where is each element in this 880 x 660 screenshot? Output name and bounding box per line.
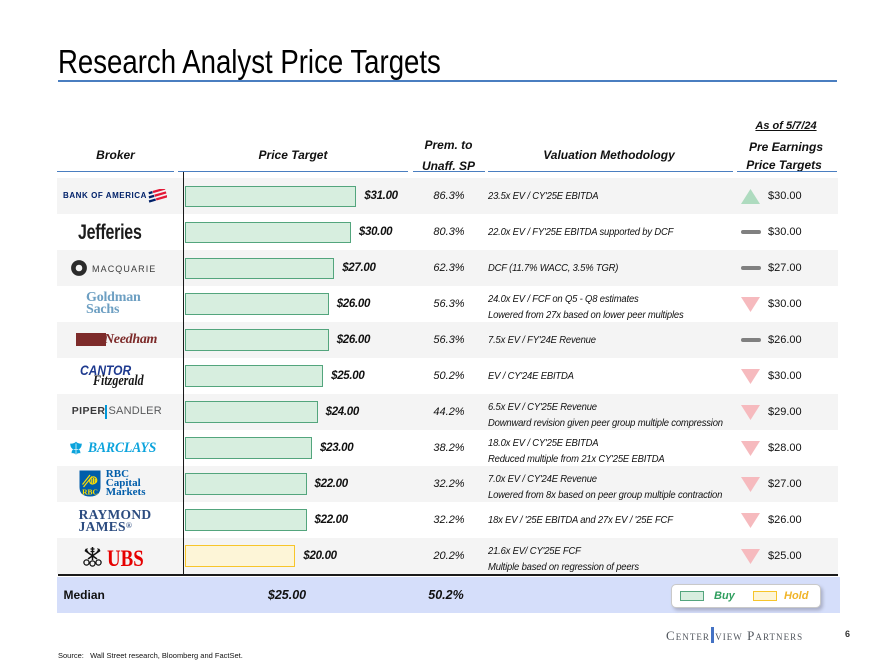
- svg-text:RBC: RBC: [82, 487, 98, 496]
